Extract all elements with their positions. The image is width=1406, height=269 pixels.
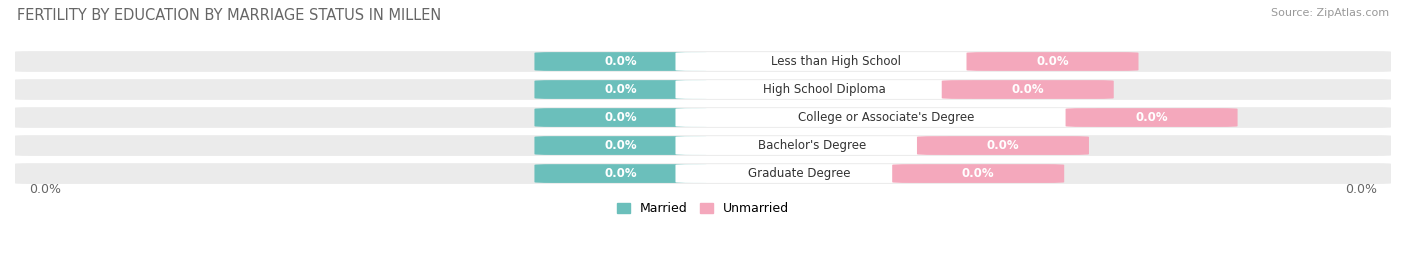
FancyBboxPatch shape [15,107,1391,128]
FancyBboxPatch shape [966,52,1139,71]
FancyBboxPatch shape [534,164,706,183]
Text: College or Associate's Degree: College or Associate's Degree [797,111,974,124]
FancyBboxPatch shape [675,164,924,183]
FancyBboxPatch shape [15,163,1391,184]
Text: 0.0%: 0.0% [1346,183,1378,196]
FancyBboxPatch shape [534,80,706,99]
Text: 0.0%: 0.0% [987,139,1019,152]
Text: 0.0%: 0.0% [28,183,60,196]
FancyBboxPatch shape [15,135,1391,156]
Text: 0.0%: 0.0% [1135,111,1168,124]
FancyBboxPatch shape [917,136,1090,155]
FancyBboxPatch shape [15,51,1391,72]
Legend: Married, Unmarried: Married, Unmarried [612,197,794,220]
Text: 0.0%: 0.0% [605,139,637,152]
Text: Source: ZipAtlas.com: Source: ZipAtlas.com [1271,8,1389,18]
FancyBboxPatch shape [893,164,1064,183]
Text: 0.0%: 0.0% [605,55,637,68]
Text: Less than High School: Less than High School [772,55,901,68]
FancyBboxPatch shape [534,108,706,127]
FancyBboxPatch shape [675,108,1097,127]
FancyBboxPatch shape [534,52,706,71]
FancyBboxPatch shape [1066,108,1237,127]
Text: FERTILITY BY EDUCATION BY MARRIAGE STATUS IN MILLEN: FERTILITY BY EDUCATION BY MARRIAGE STATU… [17,8,441,23]
FancyBboxPatch shape [942,80,1114,99]
Text: Bachelor's Degree: Bachelor's Degree [758,139,866,152]
Text: 0.0%: 0.0% [1036,55,1069,68]
Text: 0.0%: 0.0% [1011,83,1045,96]
Text: 0.0%: 0.0% [605,83,637,96]
Text: Graduate Degree: Graduate Degree [748,167,851,180]
Text: High School Diploma: High School Diploma [762,83,886,96]
Text: 0.0%: 0.0% [962,167,994,180]
FancyBboxPatch shape [534,136,706,155]
FancyBboxPatch shape [675,136,948,155]
Text: 0.0%: 0.0% [605,167,637,180]
FancyBboxPatch shape [675,52,997,71]
FancyBboxPatch shape [675,80,973,99]
Text: 0.0%: 0.0% [605,111,637,124]
FancyBboxPatch shape [15,79,1391,100]
